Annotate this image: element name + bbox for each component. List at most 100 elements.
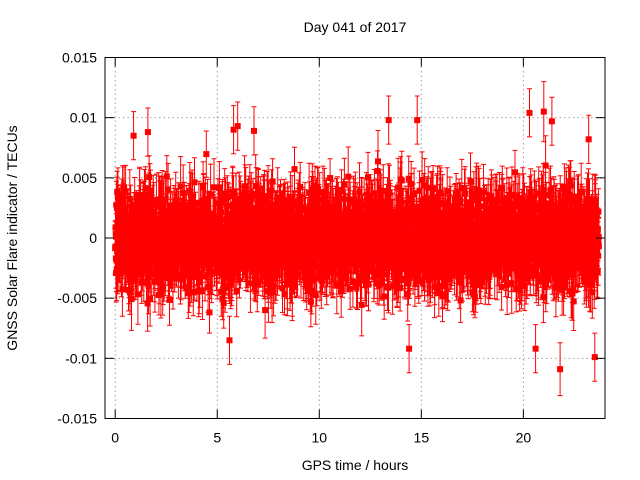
- data-point: [282, 263, 289, 270]
- data-point: [323, 200, 330, 207]
- data-point: [116, 242, 123, 249]
- data-point: [432, 250, 439, 257]
- data-point: [475, 190, 482, 197]
- data-point: [265, 288, 272, 295]
- data-point: [540, 108, 547, 115]
- data-point: [328, 226, 335, 233]
- data-point: [313, 199, 320, 206]
- data-point: [383, 200, 390, 207]
- data-point: [206, 264, 213, 271]
- data-point: [563, 188, 570, 195]
- data-point: [197, 207, 204, 214]
- data-point: [313, 265, 320, 271]
- data-point: [435, 289, 442, 296]
- data-point: [345, 249, 352, 256]
- data-point: [374, 247, 381, 254]
- data-point: [163, 173, 170, 180]
- data-point: [335, 252, 342, 259]
- data-point: [441, 253, 448, 260]
- data-point: [328, 235, 335, 242]
- data-point: [329, 206, 336, 213]
- data-point: [443, 263, 450, 270]
- data-point: [222, 265, 229, 272]
- data-point: [515, 246, 522, 253]
- data-point: [227, 214, 234, 221]
- data-point: [474, 206, 481, 213]
- data-point: [375, 158, 381, 165]
- data-point: [218, 216, 225, 223]
- data-point: [129, 250, 136, 256]
- data-point: [253, 190, 260, 197]
- data-point: [531, 193, 538, 200]
- data-point: [391, 253, 398, 260]
- data-point: [321, 196, 328, 203]
- data-point: [267, 277, 274, 284]
- data-point: [555, 271, 562, 278]
- data-point: [346, 216, 353, 222]
- data-point: [213, 258, 220, 265]
- data-point: [502, 267, 509, 274]
- data-point: [585, 273, 592, 279]
- data-point: [347, 285, 354, 292]
- data-point: [182, 270, 189, 277]
- data-point: [408, 196, 415, 203]
- data-point: [439, 274, 446, 281]
- data-point: [414, 270, 421, 277]
- data-point: [358, 214, 365, 221]
- data-point: [272, 228, 279, 235]
- data-point: [402, 253, 409, 260]
- data-point: [436, 263, 443, 270]
- data-point: [361, 272, 368, 279]
- data-point: [206, 309, 213, 316]
- data-point: [184, 219, 191, 226]
- data-point: [523, 275, 530, 282]
- data-point: [188, 269, 195, 276]
- data-point: [370, 238, 377, 245]
- data-point: [250, 230, 256, 237]
- data-point: [403, 222, 410, 229]
- data-point: [124, 232, 131, 239]
- data-point: [546, 200, 553, 207]
- data-point: [270, 283, 277, 290]
- data-point: [315, 186, 322, 193]
- data-point: [504, 220, 511, 227]
- data-point: [365, 174, 371, 181]
- y-tick-label: -0.01: [65, 350, 97, 366]
- data-point: [438, 260, 445, 267]
- data-point: [528, 207, 535, 214]
- data-point: [397, 194, 403, 201]
- data-point: [459, 252, 466, 259]
- data-point: [310, 249, 317, 255]
- data-point: [138, 279, 145, 285]
- data-point: [229, 268, 236, 275]
- data-point: [269, 289, 276, 295]
- data-point: [170, 275, 176, 282]
- data-point: [284, 202, 291, 209]
- data-point: [146, 174, 153, 181]
- data-point: [436, 229, 443, 236]
- data-point: [555, 213, 562, 219]
- data-point: [113, 201, 120, 208]
- data-point: [557, 255, 564, 262]
- data-point: [435, 234, 442, 241]
- data-point: [366, 256, 373, 263]
- data-point: [185, 290, 192, 297]
- data-point: [502, 263, 509, 270]
- chart-title: Day 041 of 2017: [304, 19, 407, 35]
- data-point: [165, 253, 171, 260]
- data-point: [317, 240, 324, 246]
- data-point: [277, 248, 284, 255]
- data-point: [487, 260, 494, 266]
- data-point: [323, 215, 330, 222]
- data-point: [446, 203, 453, 210]
- data-point: [112, 243, 119, 250]
- data-point: [485, 269, 492, 276]
- data-point: [507, 216, 514, 223]
- data-point: [135, 270, 142, 277]
- data-point: [386, 254, 393, 260]
- data-point: [303, 282, 310, 289]
- data-point: [274, 194, 281, 201]
- data-point: [523, 208, 530, 215]
- data-point: [340, 271, 347, 277]
- data-point: [278, 261, 285, 268]
